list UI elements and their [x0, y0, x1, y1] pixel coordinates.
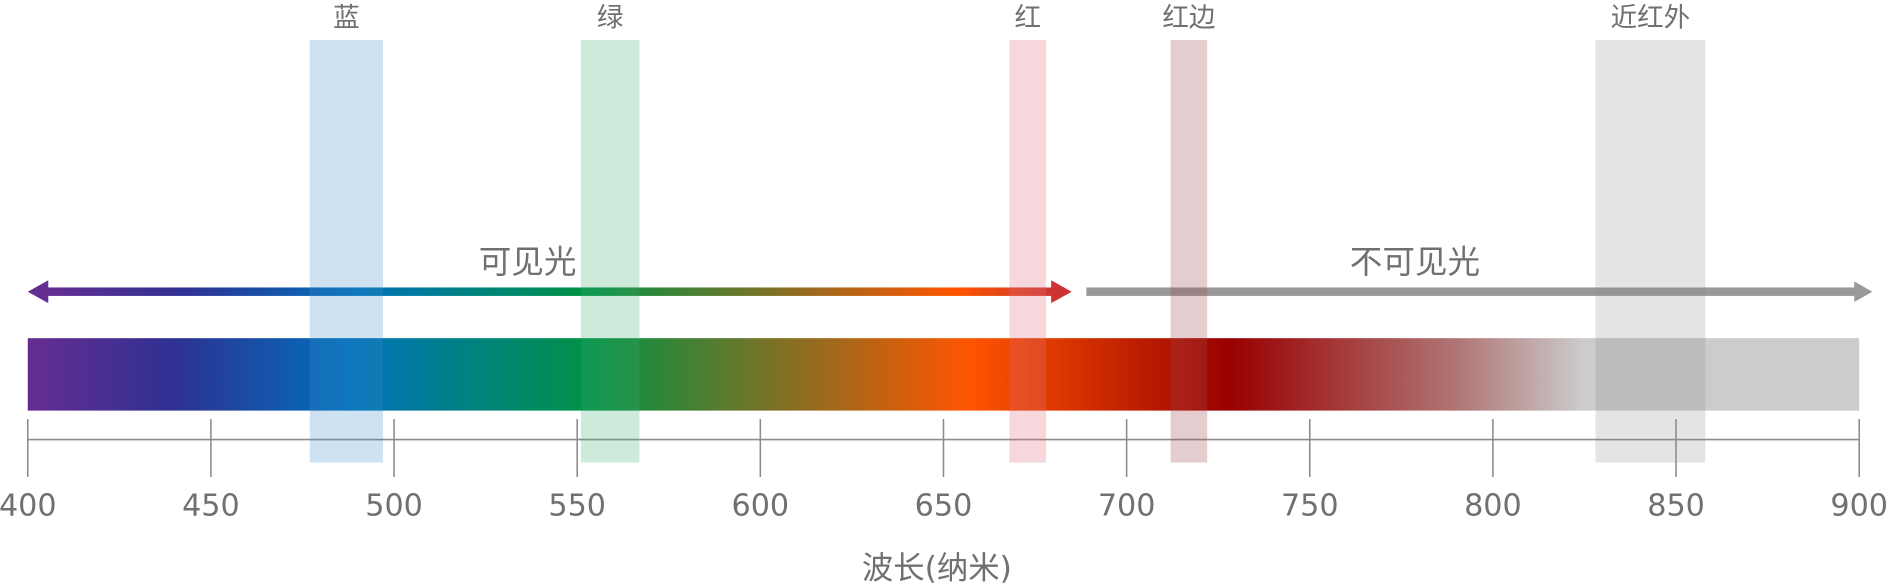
axis-tick-label: 700: [1098, 489, 1156, 524]
arrow-right-head-icon: [1051, 280, 1072, 304]
arrow-right-head-icon: [1854, 281, 1873, 302]
band-4: [1595, 39, 1706, 463]
visible-arrow-shaft: [42, 287, 1055, 296]
axis-tick-label: 850: [1647, 489, 1705, 524]
band-1: [580, 39, 640, 463]
axis-tick-label: 800: [1464, 489, 1522, 524]
axis-tick-label: 450: [182, 489, 240, 524]
band-label: 近红外: [1611, 3, 1691, 34]
visible-light-arrow: [27, 280, 1072, 304]
band-label: 蓝: [333, 3, 360, 34]
invisible-arrow-shaft: [1086, 287, 1856, 296]
arrow-left-head-icon: [27, 280, 49, 304]
axis-tick-label: 550: [548, 489, 606, 524]
axis-tick-label: 750: [1281, 489, 1339, 524]
spectral-bands: 蓝 绿 红 红边 近红外: [309, 3, 1706, 463]
invisible-light-label: 不可见光: [1350, 243, 1480, 281]
axis-tick-label: 650: [915, 489, 973, 524]
band-label: 红: [1014, 3, 1041, 34]
axis-tick-label: 500: [365, 489, 423, 524]
band-label: 绿: [597, 3, 624, 34]
band-label: 红边: [1162, 3, 1215, 34]
band-3: [1170, 39, 1208, 463]
spectrum-bar: [27, 338, 1860, 411]
axis-tick-label: 900: [1830, 489, 1888, 524]
band-2: [1009, 39, 1047, 463]
band-0: [309, 39, 384, 463]
axis-tick-label: 400: [0, 489, 57, 524]
axis-title: 波长(纳米): [862, 550, 1012, 586]
visible-light-label: 可见光: [479, 243, 577, 281]
axis-tick-label: 600: [732, 489, 790, 524]
wavelength-axis: 400 450 500 550 600 650 700 750 800 850 900: [0, 419, 1888, 524]
invisible-light-arrow: [1086, 281, 1873, 302]
